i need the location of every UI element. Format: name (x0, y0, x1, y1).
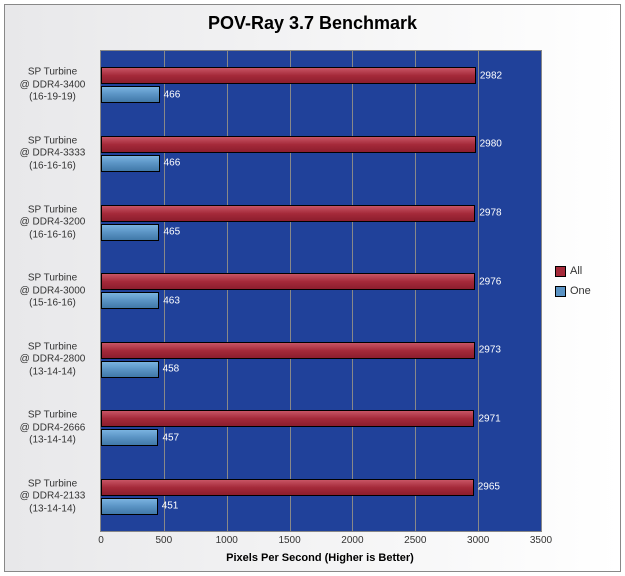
y-category-label: SP Turbine@ DDR4-3333(16-16-16) (10, 135, 95, 173)
legend-swatch-one (555, 286, 566, 297)
bar-all: 2971 (101, 410, 474, 427)
x-axis-title: Pixels Per Second (Higher is Better) (100, 552, 540, 564)
gridline (415, 51, 416, 531)
x-tick-label: 1500 (278, 535, 300, 546)
bar-all: 2982 (101, 67, 476, 84)
bar-value-label: 2973 (479, 345, 501, 356)
bar-one: 451 (101, 498, 158, 515)
y-category-label: SP Turbine@ DDR4-3200(16-16-16) (10, 204, 95, 242)
legend-item-all: All (555, 265, 591, 277)
bar-all: 2978 (101, 205, 475, 222)
x-tick-label: 1000 (216, 535, 238, 546)
bar-value-label: 463 (163, 295, 180, 306)
bar-value-label: 2976 (479, 276, 501, 287)
bar-value-label: 465 (163, 227, 180, 238)
bar-all: 2980 (101, 136, 476, 153)
y-category-label: SP Turbine@ DDR4-2666(13-14-14) (10, 410, 95, 448)
bar-value-label: 2971 (478, 413, 500, 424)
x-tick-label: 500 (156, 535, 173, 546)
chart-frame: POV-Ray 3.7 Benchmark 050010001500200025… (4, 4, 621, 572)
y-category-label: SP Turbine@ DDR4-2800(13-14-14) (10, 341, 95, 379)
bar-all: 2973 (101, 342, 475, 359)
legend-swatch-all (555, 266, 566, 277)
y-category-label: SP Turbine@ DDR4-3400(16-19-19) (10, 67, 95, 105)
x-tick-label: 2500 (404, 535, 426, 546)
x-tick-label: 3500 (530, 535, 552, 546)
bar-one: 465 (101, 224, 159, 241)
bar-one: 458 (101, 361, 159, 378)
bar-all: 2976 (101, 273, 475, 290)
gridline (227, 51, 228, 531)
gridline (164, 51, 165, 531)
gridline (352, 51, 353, 531)
bar-one: 466 (101, 155, 160, 172)
legend: All One (555, 265, 591, 305)
y-category-label: SP Turbine@ DDR4-3000(15-16-16) (10, 272, 95, 310)
bar-value-label: 2965 (478, 482, 500, 493)
bar-one: 466 (101, 86, 160, 103)
chart-title: POV-Ray 3.7 Benchmark (5, 5, 620, 34)
x-tick-label: 2000 (341, 535, 363, 546)
bar-value-label: 2982 (480, 70, 502, 81)
bar-value-label: 457 (162, 432, 179, 443)
legend-label-all: All (570, 265, 582, 277)
legend-item-one: One (555, 285, 591, 297)
bar-value-label: 2980 (480, 139, 502, 150)
x-tick-label: 0 (98, 535, 104, 546)
gridline (478, 51, 479, 531)
bar-value-label: 458 (163, 364, 180, 375)
bar-one: 463 (101, 292, 159, 309)
bar-one: 457 (101, 429, 158, 446)
legend-label-one: One (570, 285, 591, 297)
gridline (290, 51, 291, 531)
bar-value-label: 451 (162, 501, 179, 512)
bar-value-label: 2978 (479, 208, 501, 219)
y-category-label: SP Turbine@ DDR4-2133(13-14-14) (10, 478, 95, 516)
bar-value-label: 466 (164, 158, 181, 169)
plot-area: 0500100015002000250030003500SP Turbine@ … (100, 50, 542, 532)
bar-value-label: 466 (164, 89, 181, 100)
bar-all: 2965 (101, 479, 474, 496)
x-tick-label: 3000 (467, 535, 489, 546)
benchmark-chart: POV-Ray 3.7 Benchmark 050010001500200025… (0, 0, 625, 576)
